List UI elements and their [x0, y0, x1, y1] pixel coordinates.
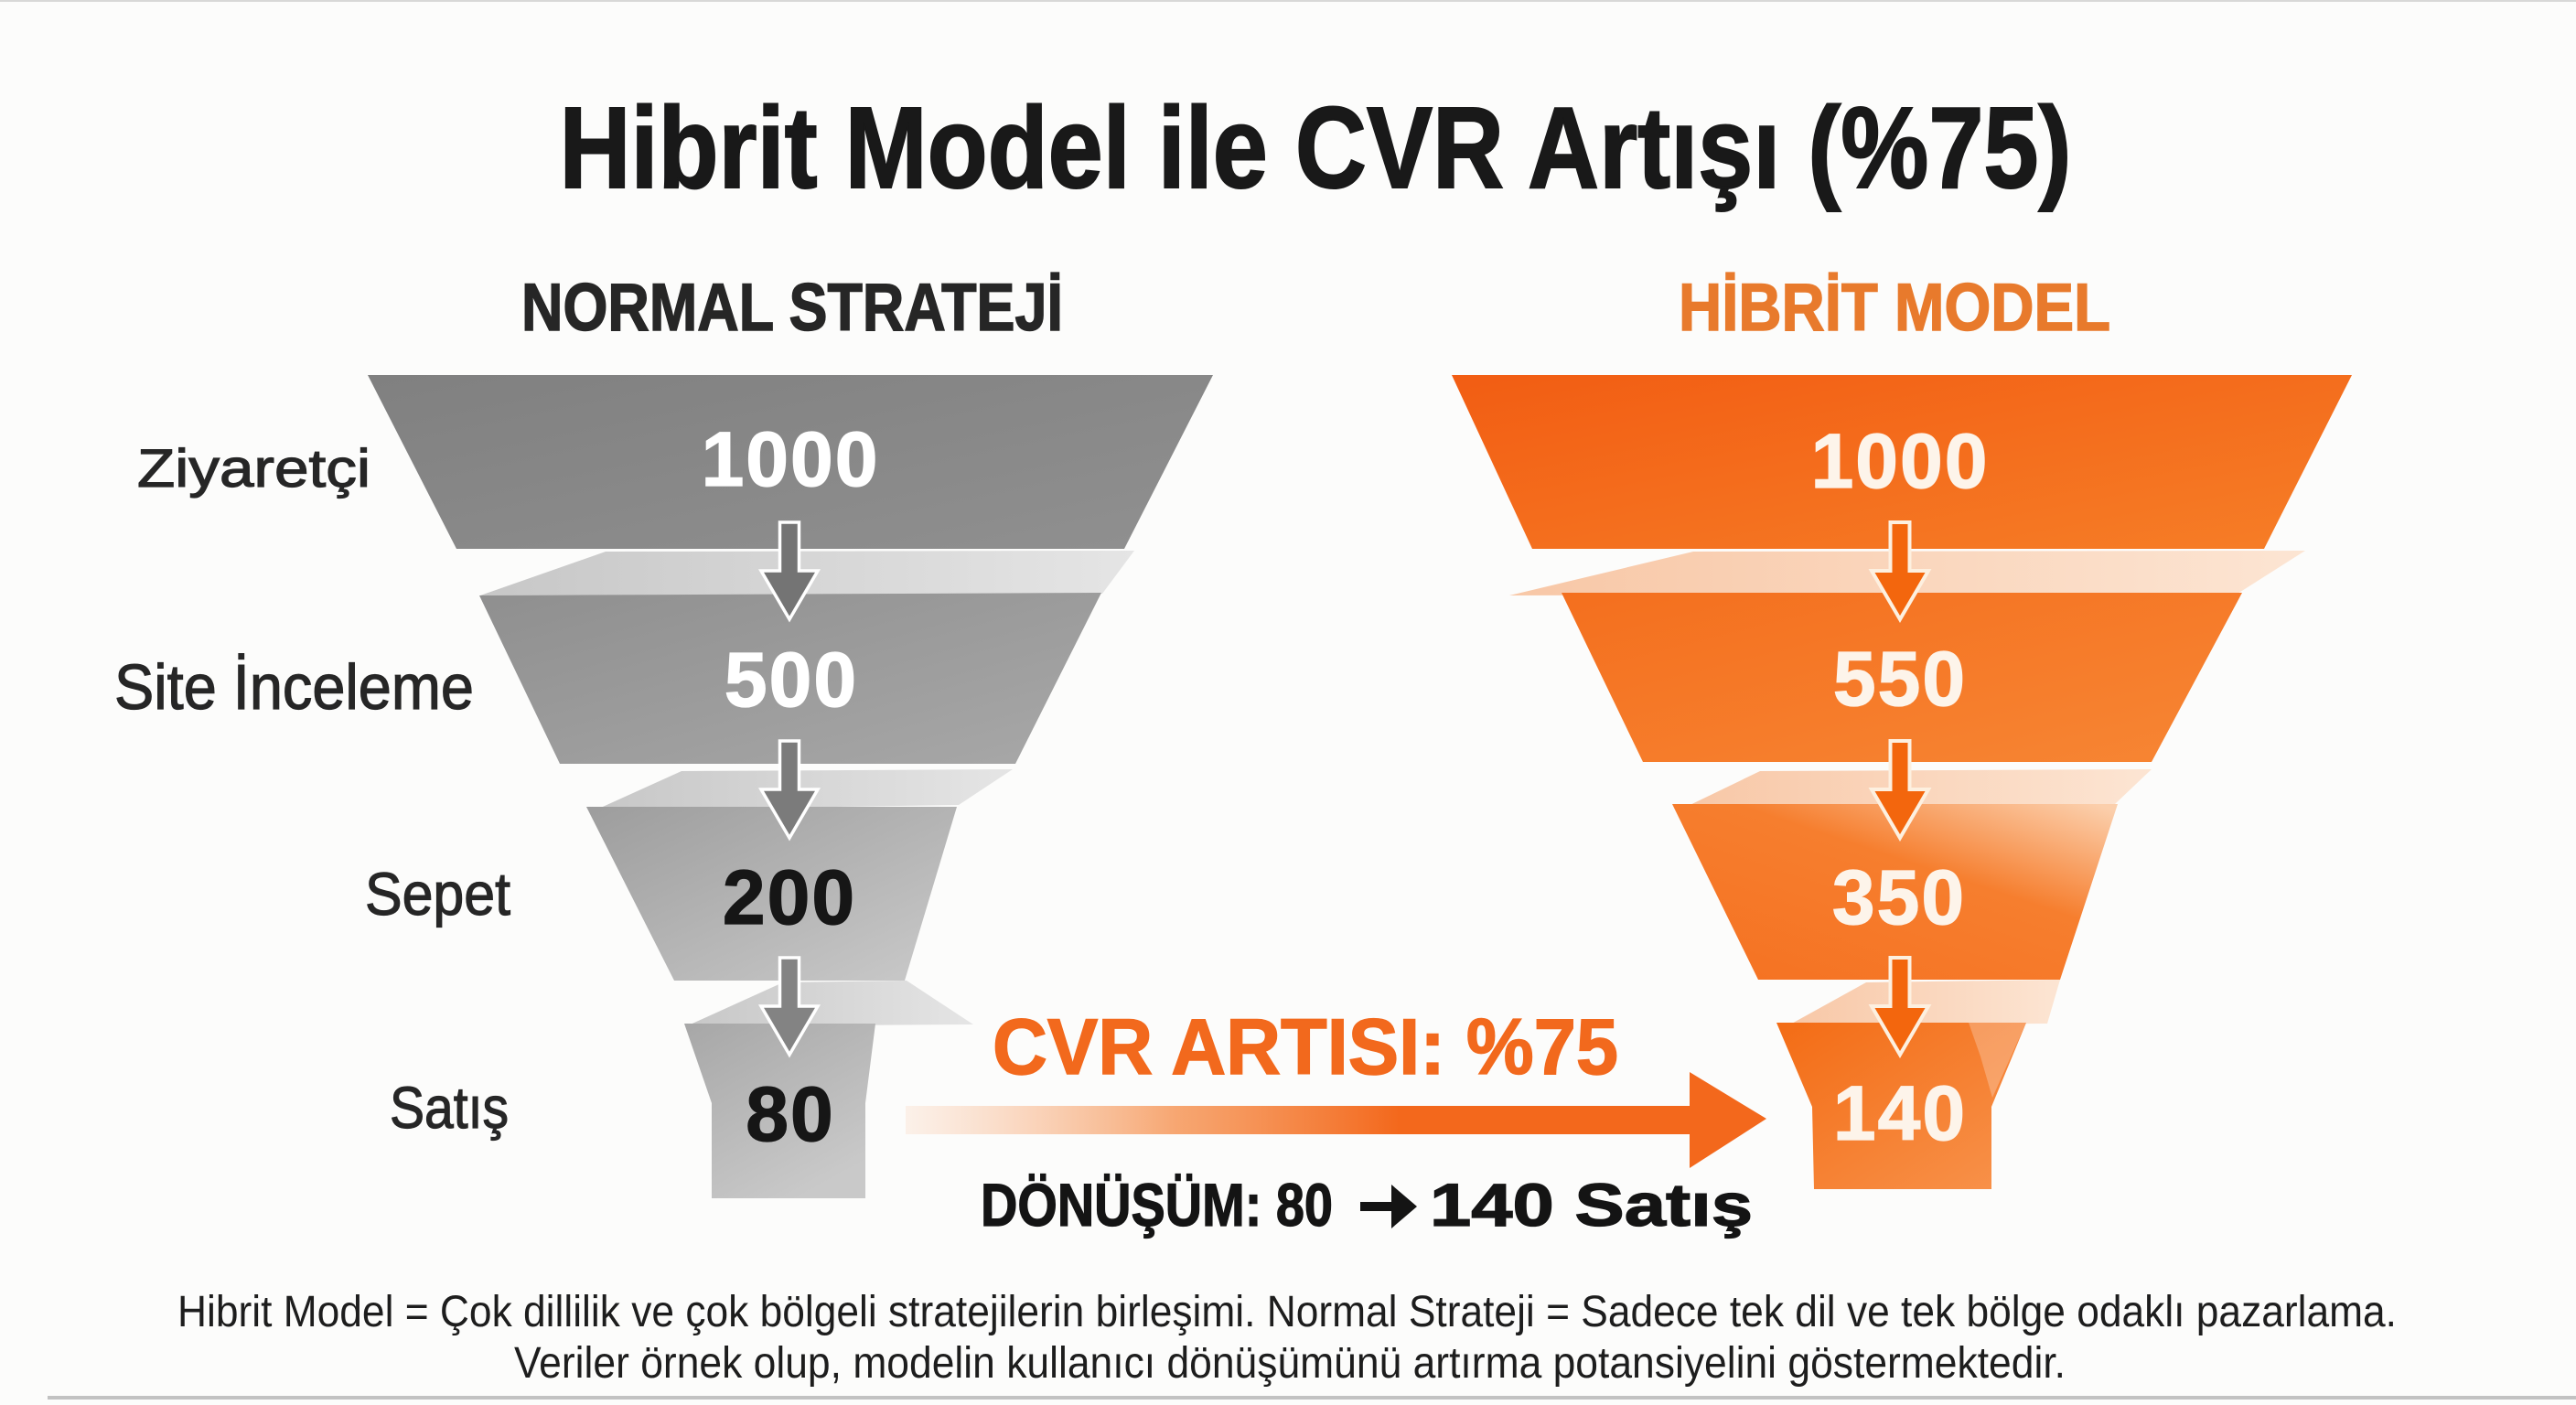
- svg-text:1000: 1000: [1811, 418, 1990, 504]
- svg-text:200: 200: [723, 854, 856, 940]
- svg-text:Sepet: Sepet: [365, 860, 510, 928]
- svg-text:550: 550: [1833, 636, 1967, 722]
- svg-text:Hibrit Model ile CVR Artışı (%: Hibrit Model ile CVR Artışı (%75): [560, 83, 2072, 212]
- svg-text:Hibrit Model = Çok dillilik ve: Hibrit Model = Çok dillilik ve çok bölge…: [177, 1288, 2397, 1336]
- svg-text:350: 350: [1832, 854, 1966, 940]
- svg-text:Veriler örnek olup, modelin ku: Veriler örnek olup, modelin kullanıcı dö…: [514, 1339, 2066, 1388]
- svg-text:Ziyaretçi: Ziyaretçi: [137, 439, 370, 499]
- svg-text:1000: 1000: [702, 416, 880, 502]
- svg-text:DÖNÜŞÜM: 80: DÖNÜŞÜM: 80: [981, 1171, 1333, 1239]
- svg-text:NORMAL STRATEJİ: NORMAL STRATEJİ: [521, 271, 1063, 345]
- svg-text:Site İnceleme: Site İnceleme: [114, 651, 474, 723]
- svg-text:140 Satış: 140 Satış: [1430, 1171, 1753, 1239]
- svg-text:CVR ARTISI: %75: CVR ARTISI: %75: [993, 1003, 1618, 1091]
- svg-text:500: 500: [724, 637, 858, 723]
- svg-text:Satış: Satış: [390, 1075, 509, 1141]
- svg-text:HİBRİT MODEL: HİBRİT MODEL: [1679, 271, 2110, 345]
- svg-text:80: 80: [746, 1071, 834, 1157]
- svg-text:140: 140: [1833, 1070, 1967, 1156]
